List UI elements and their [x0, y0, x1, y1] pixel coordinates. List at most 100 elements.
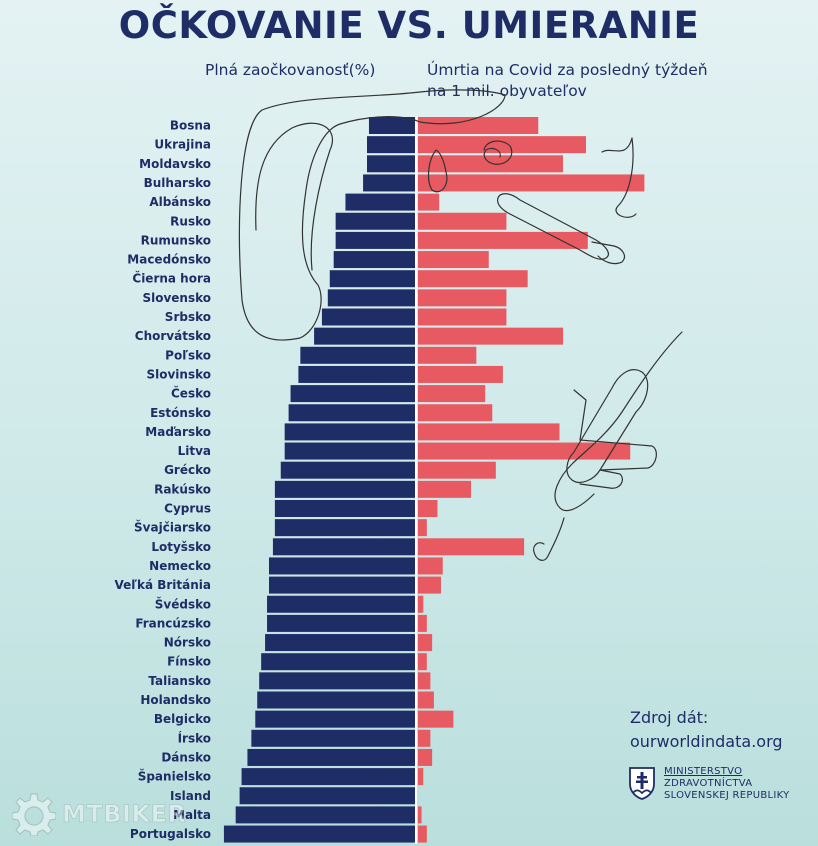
deaths-bar-velka-britania — [418, 576, 441, 594]
deaths-axis-label: Úmrtia na Covid za posledný týždeň na 1 … — [427, 60, 708, 102]
vaccination-bar-portugalsko — [223, 825, 416, 843]
scribble-finger — [573, 389, 587, 441]
ministry-logo: MINISTERSTVO ZDRAVOTNÍCTVA SLOVENSKEJ RE… — [628, 766, 790, 802]
country-label-cesko: Česko — [171, 386, 211, 401]
gear-icon — [12, 793, 56, 836]
deaths-bar-lotyssko — [418, 538, 525, 556]
country-label-lotyssko: Lotyšsko — [151, 540, 211, 554]
deaths-bar-moldavsko — [418, 155, 564, 173]
deaths-bar-bulharsko — [418, 174, 645, 192]
deaths-bar-dansko — [418, 748, 433, 766]
vaccination-bars — [223, 117, 416, 843]
deaths-bar-norsko — [418, 634, 433, 652]
hand-drawn-scribbles — [238, 89, 683, 561]
country-label-chorvatsko: Chorvátsko — [135, 329, 211, 343]
vaccination-bar-velka-britania — [269, 576, 416, 594]
country-label-irsko: Írsko — [178, 730, 211, 745]
data-source: Zdroj dát: ourworldindata.org — [630, 706, 783, 754]
ministry-line3: SLOVENSKEJ REPUBLIKY — [664, 790, 790, 801]
deaths-bar-taliansko — [418, 672, 431, 690]
vaccination-bar-cierna-hora — [329, 270, 416, 288]
deaths-bar-madarsko — [418, 423, 560, 441]
deaths-bar-rakusko — [418, 480, 472, 498]
country-label-slovinsko: Slovinsko — [146, 367, 211, 381]
scribble-hair-inner — [255, 122, 333, 271]
country-label-dansko: Dánsko — [161, 750, 211, 764]
deaths-bar-francuzsko — [418, 614, 427, 632]
vaccination-bar-albansko — [345, 193, 416, 211]
vaccination-bar-madarsko — [284, 423, 416, 441]
vaccination-bar-svedsko — [267, 595, 416, 613]
vaccination-bar-irsko — [251, 729, 416, 747]
source-url[interactable]: ourworldindata.org — [630, 732, 783, 751]
deaths-axis-label-line2: na 1 mil. obyvateľov — [427, 82, 587, 100]
deaths-bar-ukrajina — [418, 136, 587, 154]
country-label-cyprus: Cyprus — [164, 502, 211, 516]
country-labels: Bosna Ukrajina Moldavsko Bulharsko Albánsko R… — [114, 119, 211, 842]
country-label-estonsko: Estónsko — [150, 406, 211, 420]
slovak-coat-of-arms-icon — [629, 767, 655, 800]
deaths-bar-slovensko — [418, 289, 507, 307]
vaccination-bar-rumunsko — [335, 231, 416, 249]
deaths-bar-srbsko — [418, 308, 507, 326]
vaccination-bar-francuzsko — [267, 614, 416, 632]
watermark: MTBIKER — [12, 792, 186, 836]
country-label-grecko: Grécko — [164, 463, 211, 477]
country-label-svajciarsko: Švajčiarsko — [134, 520, 211, 535]
country-label-rumunsko: Rumunsko — [141, 233, 211, 247]
deaths-bar-svedsko — [418, 595, 424, 613]
deaths-bar-rumunsko — [418, 231, 588, 249]
vaccination-bar-holandsko — [257, 691, 416, 709]
country-label-polsko: Poľsko — [165, 348, 211, 362]
vaccination-bar-grecko — [280, 461, 416, 479]
vaccination-bar-norsko — [265, 634, 416, 652]
country-label-svedsko: Švédsko — [155, 596, 211, 611]
scribble-drip — [533, 517, 565, 561]
country-label-norsko: Nórsko — [164, 636, 211, 650]
country-label-rusko: Rusko — [170, 214, 211, 228]
deaths-bar-portugalsko — [418, 825, 427, 843]
country-label-ukrajina: Ukrajina — [154, 138, 211, 152]
country-label-bosna: Bosna — [170, 119, 211, 133]
deaths-bars — [418, 117, 645, 843]
deaths-bar-nemecko — [418, 557, 443, 575]
vaccination-bar-svajciarsko — [274, 519, 416, 537]
country-label-velka-britania: Veľká Británia — [114, 578, 211, 592]
country-label-srbsko: Srbsko — [165, 310, 211, 324]
country-label-macedonsko: Macedónsko — [127, 253, 211, 267]
vaccination-bar-finsko — [261, 653, 416, 671]
vaccination-bar-estonsko — [288, 404, 416, 422]
scribble-cigarette-tip — [591, 241, 626, 265]
vaccination-bar-island — [239, 787, 416, 805]
deaths-bar-belgicko — [418, 710, 454, 728]
country-label-malta: Malta — [173, 808, 211, 822]
country-label-island: Island — [170, 789, 211, 803]
ministry-line2: ZDRAVOTNÍCTVA — [664, 778, 753, 789]
vaccination-bar-spanielsko — [241, 768, 416, 786]
deaths-bar-slovinsko — [418, 365, 503, 383]
source-label: Zdroj dát: — [630, 708, 709, 727]
vaccination-bar-bosna — [368, 117, 416, 134]
vaccination-bar-macedonsko — [333, 251, 416, 269]
country-label-bulharsko: Bulharsko — [144, 176, 211, 190]
deaths-bar-estonsko — [418, 404, 493, 422]
deaths-bar-albansko — [418, 193, 440, 211]
country-label-litva: Litva — [178, 444, 211, 458]
country-label-slovensko: Slovensko — [142, 291, 211, 305]
deaths-bar-bosna — [418, 117, 539, 134]
country-label-madarsko: Maďarsko — [145, 425, 211, 439]
country-label-rakusko: Rakúsko — [154, 482, 211, 496]
scribble-cheek — [601, 137, 637, 218]
ministry-line1: MINISTERSTVO — [664, 766, 743, 777]
vaccination-bar-ukrajina — [367, 136, 416, 154]
country-label-taliansko: Taliansko — [148, 674, 211, 688]
country-label-francuzsko: Francúzsko — [135, 616, 211, 630]
vaccination-bar-taliansko — [259, 672, 416, 690]
vaccination-bar-dansko — [247, 748, 416, 766]
scribble-nose — [427, 149, 448, 193]
vaccination-bar-polsko — [300, 346, 416, 364]
vaccination-bar-rakusko — [274, 480, 416, 498]
deaths-bar-spanielsko — [418, 768, 424, 786]
country-label-moldavsko: Moldavsko — [139, 157, 211, 171]
country-label-spanielsko: Španielsko — [138, 769, 211, 784]
